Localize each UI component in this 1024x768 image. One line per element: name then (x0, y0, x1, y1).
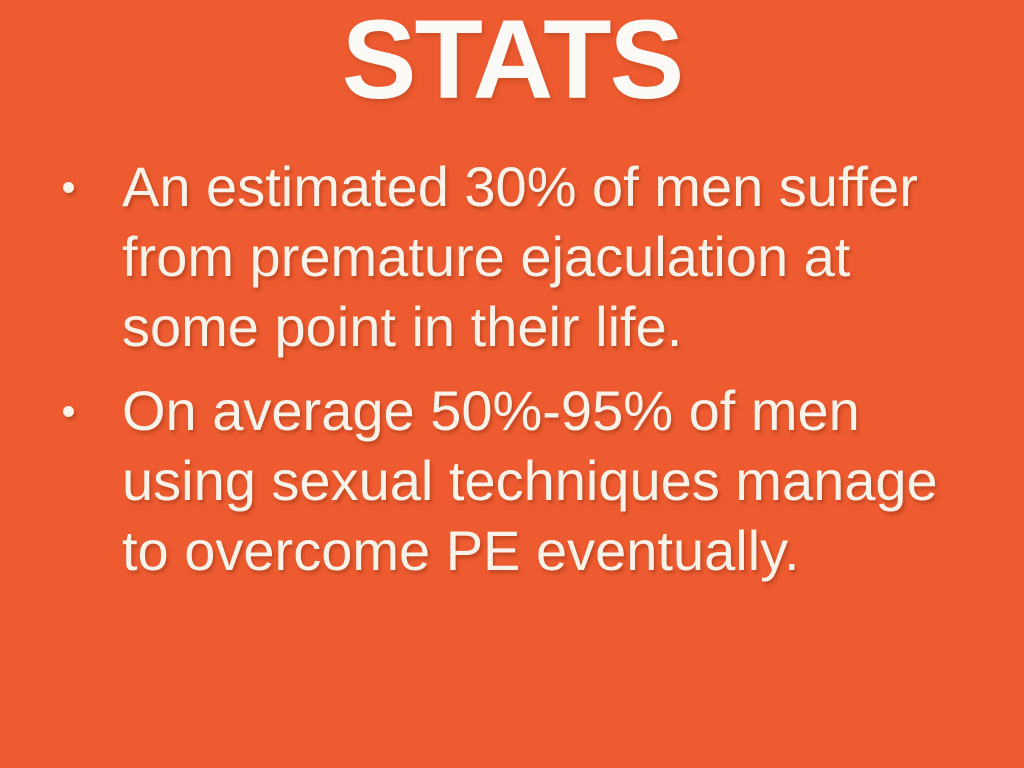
bullet-list: An estimated 30% of men suffer from prem… (60, 152, 982, 600)
bullet-icon (63, 182, 74, 193)
slide-title: STATS (341, 0, 685, 122)
list-item: On average 50%-95% of men using sexual t… (60, 376, 982, 586)
bullet-text: An estimated 30% of men suffer from prem… (122, 155, 918, 358)
bullet-text: On average 50%-95% of men using sexual t… (122, 379, 938, 582)
list-item: An estimated 30% of men suffer from prem… (60, 152, 982, 362)
bullet-icon (63, 406, 74, 417)
